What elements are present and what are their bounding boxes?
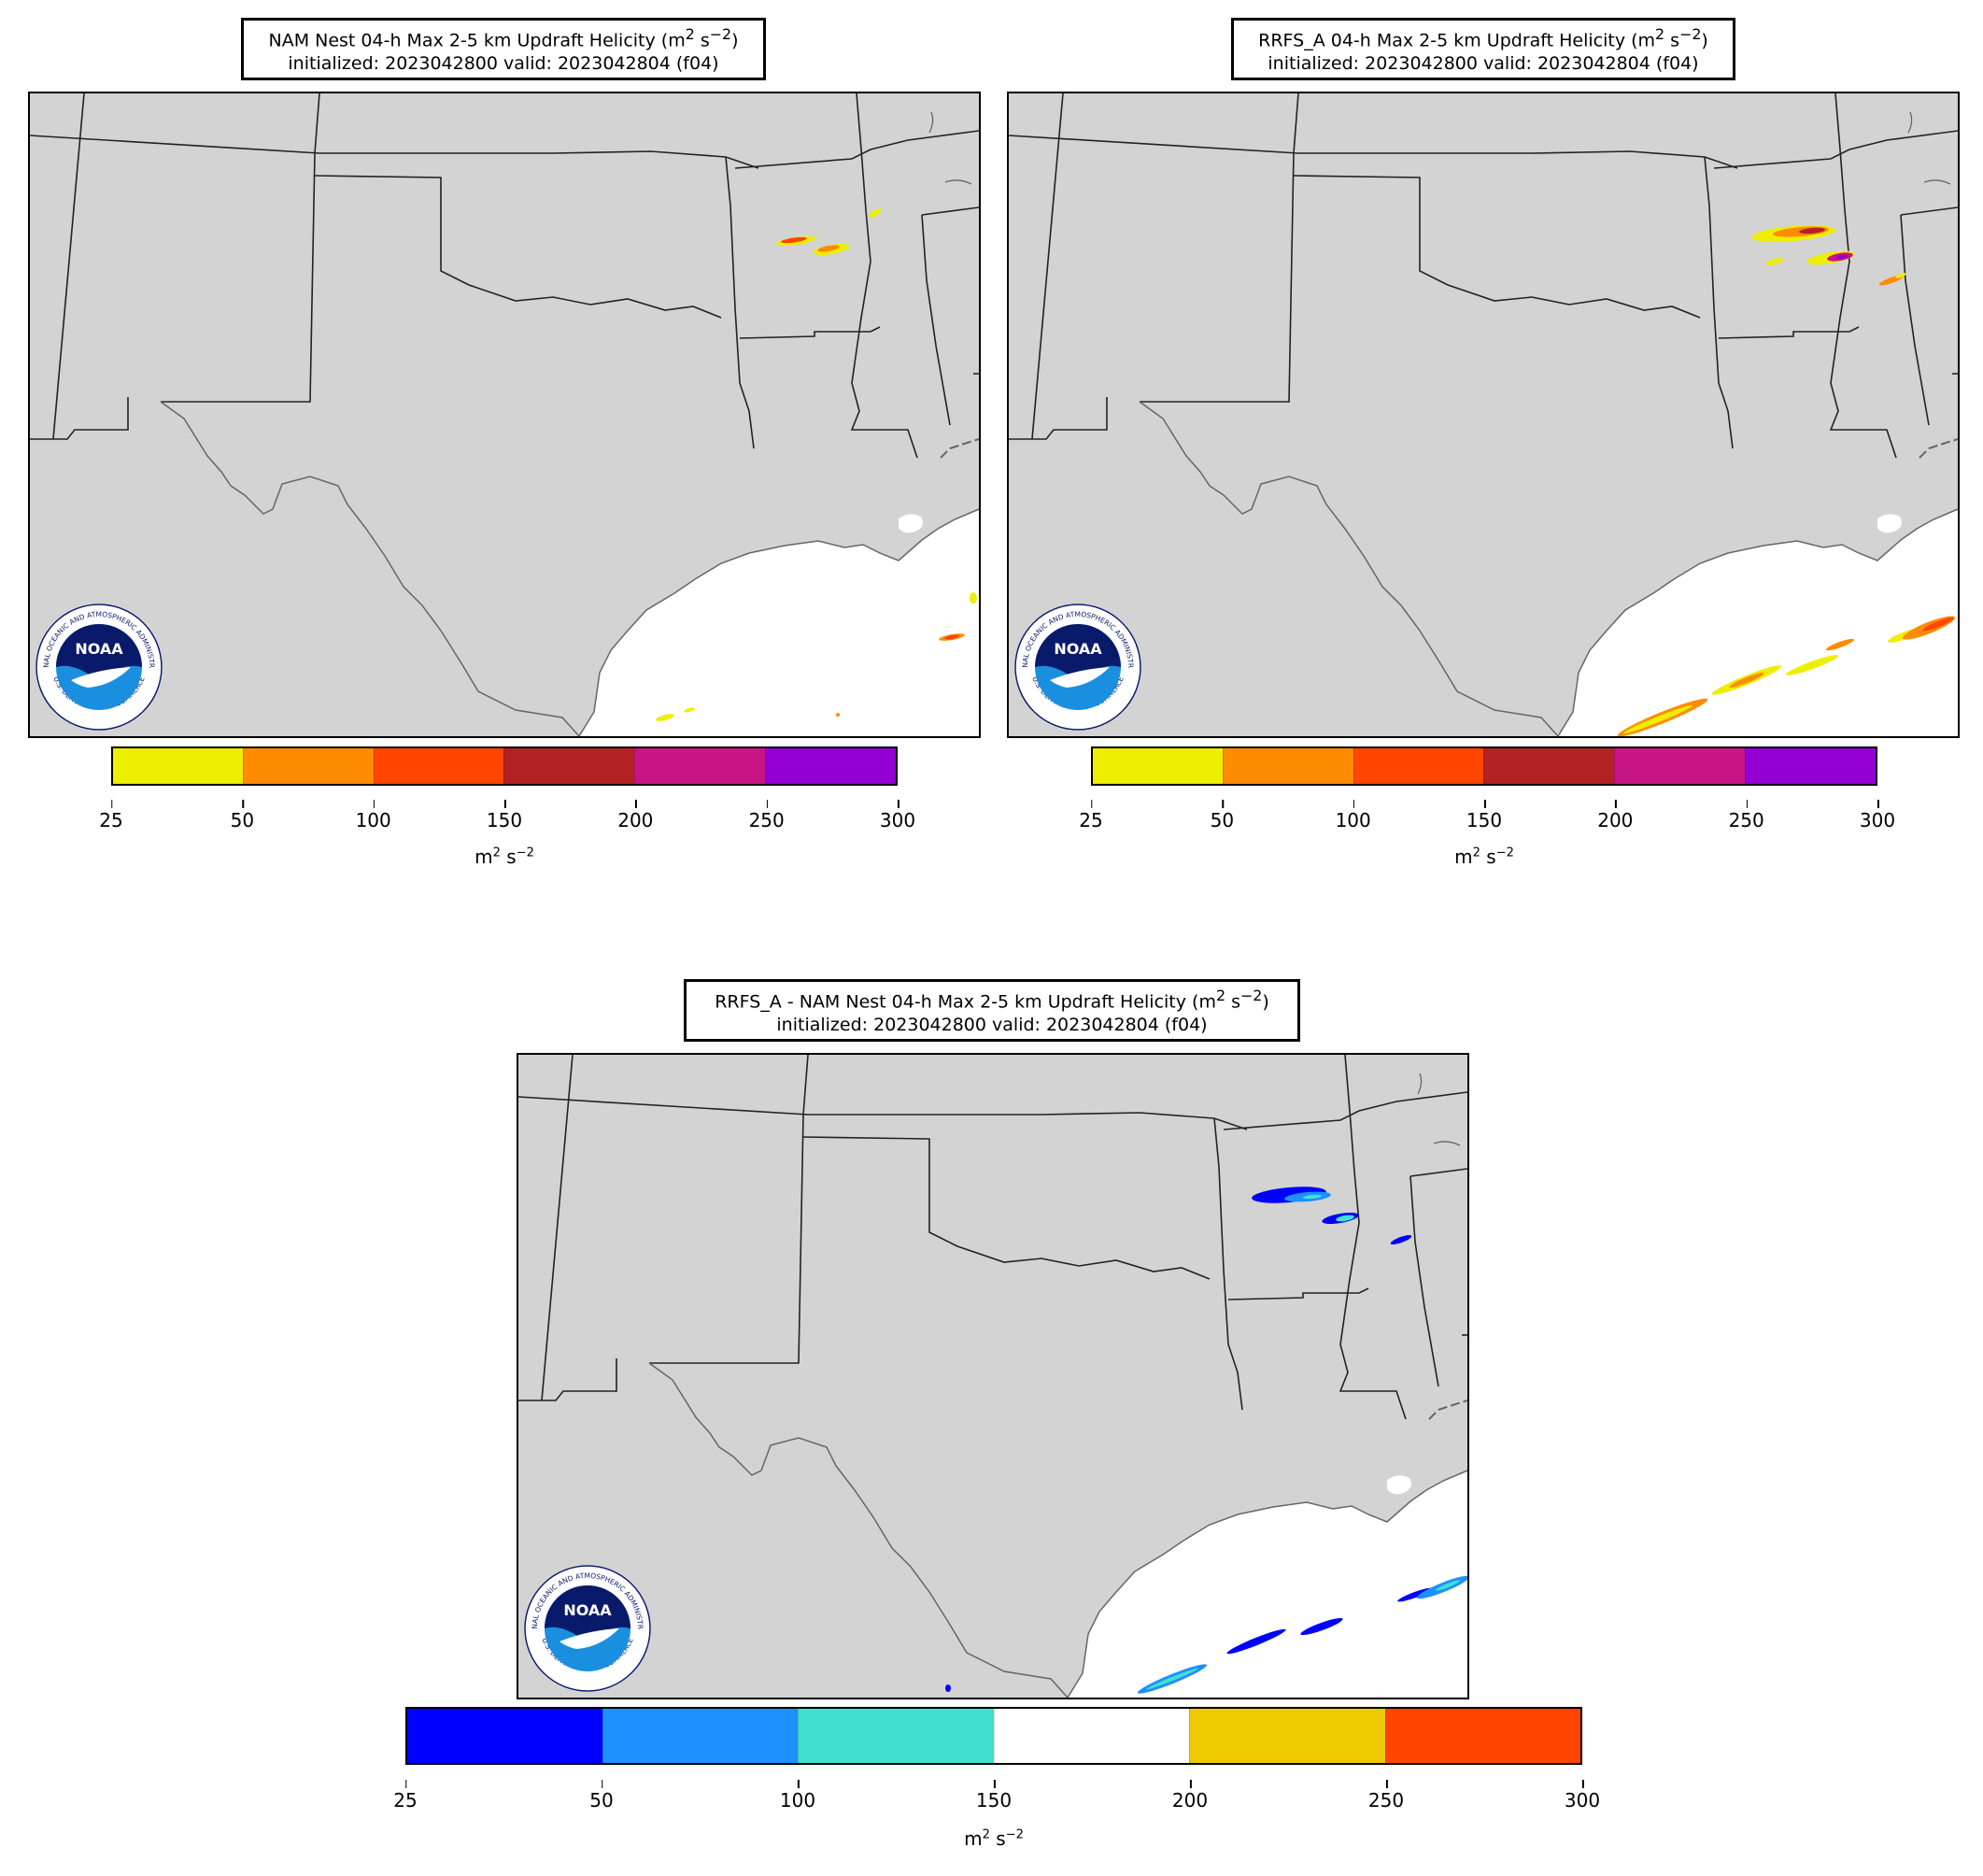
colorbar-segment-3	[503, 748, 635, 784]
colorbar-unit: m2 s−2	[1454, 846, 1514, 868]
colorbar-ticks: 25 50 100 150 200 250 300	[1079, 800, 1895, 846]
noaa-logo: NATIONAL OCEANIC AND ATMOSPHERIC ADMINIS…	[34, 602, 163, 731]
colorbar-tick-label: 100	[1335, 800, 1371, 831]
map-canvas	[30, 93, 979, 736]
colorbar-segment-2	[1353, 748, 1484, 784]
colorbar	[1091, 746, 1877, 786]
colorbar-tick-label: 300	[1859, 800, 1896, 831]
map-frame: NATIONAL OCEANIC AND ATMOSPHERIC ADMINIS…	[517, 1053, 1469, 1699]
colorbar-segment-5	[1384, 1709, 1580, 1763]
colorbar-tick-label: 300	[879, 800, 916, 831]
helicity-overlay	[945, 1187, 1467, 1694]
title-line2: initialized: 2023042800 valid: 202304280…	[288, 53, 719, 75]
colorbar-tick-label: 200	[1597, 800, 1634, 831]
colorbar	[111, 746, 898, 786]
colorbar-segment-4	[634, 748, 766, 784]
colorbar-segment-0	[1093, 748, 1223, 784]
colorbar-tick-label: 250	[748, 800, 785, 831]
colorbar-segment-3	[993, 1709, 1189, 1763]
colorbar-tick-label: 150	[1466, 800, 1503, 831]
colorbar-segment-1	[1222, 748, 1353, 784]
colorbar-tick-label: 100	[779, 1780, 816, 1812]
colorbar-tick-label: 250	[1367, 1780, 1405, 1812]
colorbar-tick-label: 300	[1564, 1780, 1601, 1812]
colorbar-segment-3	[1483, 748, 1615, 784]
map-frame: NATIONAL OCEANIC AND ATMOSPHERIC ADMINIS…	[28, 92, 981, 738]
colorbar-segment-1	[602, 1709, 798, 1763]
colorbar-segment-0	[113, 748, 243, 784]
colorbar-unit: m2 s−2	[964, 1827, 1024, 1850]
colorbar-segment-4	[1189, 1709, 1385, 1763]
title-line1: RRFS_A 04-h Max 2-5 km Updraft Helicity …	[1258, 30, 1656, 51]
colorbar	[405, 1707, 1582, 1765]
colorbar-segment-5	[1745, 748, 1876, 784]
colorbar-tick-label: 50	[589, 1780, 614, 1812]
colorbar-tick-label: 25	[1079, 800, 1103, 831]
colorbar-segment-5	[765, 748, 896, 784]
noaa-logo: NATIONAL OCEANIC AND ATMOSPHERIC ADMINIS…	[1013, 602, 1141, 731]
colorbar-tick-label: 50	[1210, 800, 1235, 831]
title-line1: NAM Nest 04-h Max 2-5 km Updraft Helicit…	[268, 30, 686, 51]
map-canvas	[518, 1055, 1467, 1698]
svg-text:NOAA: NOAA	[1054, 640, 1102, 658]
panel-title: NAM Nest 04-h Max 2-5 km Updraft Helicit…	[241, 18, 766, 81]
colorbar-tick-label: 100	[355, 800, 391, 831]
helicity-overlay	[656, 208, 977, 721]
colorbar-segment-0	[407, 1709, 602, 1763]
panel-title: RRFS_A 04-h Max 2-5 km Updraft Helicity …	[1231, 18, 1735, 81]
colorbar-segment-1	[242, 748, 374, 784]
map-canvas	[1009, 93, 1958, 736]
colorbar-segment-2	[373, 748, 504, 784]
title-line2: initialized: 2023042800 valid: 202304280…	[776, 1015, 1208, 1036]
helicity-overlay	[1617, 225, 1955, 736]
svg-text:NOAA: NOAA	[563, 1601, 612, 1619]
colorbar-tick-label: 150	[486, 800, 523, 831]
colorbar-tick-label: 200	[1171, 1780, 1209, 1812]
title-line1: RRFS_A - NAM Nest 04-h Max 2-5 km Updraf…	[715, 991, 1216, 1013]
colorbar-tick-label: 25	[99, 800, 123, 831]
panel-title: RRFS_A - NAM Nest 04-h Max 2-5 km Updraf…	[684, 979, 1300, 1043]
colorbar-ticks: 25 50 100 150 200 250 300	[393, 1780, 1600, 1826]
colorbar-tick-label: 50	[230, 800, 255, 831]
colorbar-segment-2	[798, 1709, 994, 1763]
colorbar-tick-label: 250	[1728, 800, 1764, 831]
colorbar-tick-label: 150	[975, 1780, 1013, 1812]
colorbar-tick-label: 200	[617, 800, 654, 831]
colorbar-tick-label: 25	[393, 1780, 418, 1812]
colorbar-ticks: 25 50 100 150 200 250 300	[99, 800, 915, 846]
colorbar-unit: m2 s−2	[475, 846, 534, 868]
colorbar-segment-4	[1614, 748, 1746, 784]
noaa-logo: NATIONAL OCEANIC AND ATMOSPHERIC ADMINIS…	[522, 1563, 651, 1692]
map-frame: NATIONAL OCEANIC AND ATMOSPHERIC ADMINIS…	[1007, 92, 1960, 738]
svg-text:NOAA: NOAA	[75, 640, 123, 658]
title-line2: initialized: 2023042800 valid: 202304280…	[1268, 53, 1699, 75]
